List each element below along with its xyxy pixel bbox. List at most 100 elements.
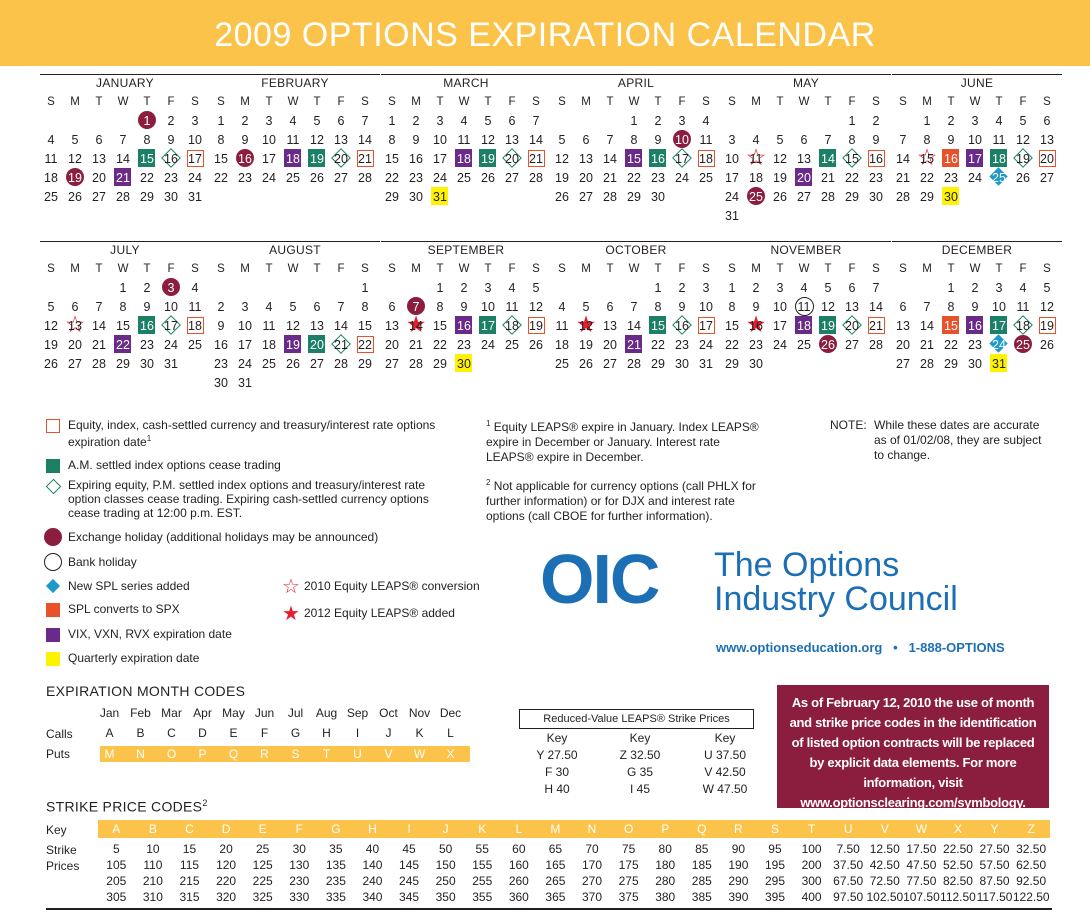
strike-price-cell: 220 (216, 874, 237, 888)
weekday-label: M (922, 262, 932, 275)
day-cell: 31 (164, 356, 178, 371)
day-cell: 1 (217, 113, 225, 128)
day-cell: 8 (388, 132, 396, 147)
strike-price-cell: 25 (255, 842, 270, 856)
page-title: 2009 OPTIONS EXPIRATION CALENDAR (214, 16, 876, 54)
day-cell: 5 (289, 299, 297, 314)
day-cell: 15 (385, 151, 399, 166)
strike-price-cell: 52.50 (942, 858, 973, 872)
day-cell: 12 (310, 132, 324, 147)
day-cell: 13 (92, 151, 106, 166)
day-cell: 29 (920, 189, 934, 204)
expiration-months-row: Jan Feb Mar Apr May Jun Jul Aug Sep Oct Nov Dec (94, 704, 466, 722)
empty-cell (817, 206, 839, 225)
oic-website[interactable]: www.optionseducation.org • 1-888-OPTIONS (716, 640, 1005, 655)
strike-price-cell: 180 (655, 858, 676, 872)
weekday-label: T (824, 262, 832, 275)
day-cell: 22 (725, 337, 739, 352)
empty-cell (1012, 187, 1034, 206)
put-code: T (322, 747, 331, 761)
legend-bank-label: Bank holiday (68, 555, 137, 569)
day-cell: 2 (678, 280, 686, 295)
day-cell: 9 (460, 299, 468, 314)
strike-price-cell: 122.50 (1012, 890, 1050, 904)
day-cell: 25 (699, 170, 713, 185)
week-row: 3 4 5 6 7 8 9 (721, 130, 891, 149)
weekday-label: S (532, 95, 540, 108)
weekday-label: F (1019, 262, 1027, 275)
symbology-notice: As of February 12, 2010 the use of month… (777, 685, 1049, 810)
strike-key: Z (1027, 822, 1035, 836)
weekday-label: S (872, 262, 880, 275)
day-cell: 19 (64, 168, 86, 187)
day-cell: 5 (484, 113, 492, 128)
day-cell: 14 (529, 132, 543, 147)
strike-key: J (442, 822, 449, 836)
day-cell: 28 (529, 170, 543, 185)
legend-bank: Bank holiday (44, 553, 137, 571)
weekday-label: F (678, 262, 686, 275)
yellow-square-icon (46, 652, 60, 666)
day-cell: 7 (923, 299, 931, 314)
strike-price-cell: 45 (402, 842, 416, 856)
month-august: AUGUST S M T W T F S 1 2 3 4 5 6 7 8 9 10 11 12 13 14 15 16 17 18… (210, 241, 380, 392)
strike-key: D (221, 822, 231, 836)
call-code: L (447, 726, 454, 740)
strike-price-cell: 77.50 (906, 874, 937, 888)
put-code: S (291, 747, 300, 761)
week-row: 5 6 7 8 9 10 11 (40, 297, 210, 316)
day-cell: 12 (68, 151, 82, 166)
strike-price-cell: 235 (325, 874, 346, 888)
day-cell: 21 (92, 337, 106, 352)
strike-price-cell: 195 (764, 858, 785, 872)
reduced-value-cell: Z 32.50 (619, 748, 661, 762)
day-cell: 1 (136, 111, 158, 130)
month-title: AUGUST (210, 241, 380, 259)
month-february: FEBRUARY S M T W T F S 1 2 3 4 5 6 7 8 9 10 11 12 13 14 15 16 17… (210, 74, 380, 187)
weekday-label: F (678, 95, 686, 108)
empty-cell (575, 278, 597, 297)
day-cell: 25 (188, 337, 202, 352)
empty-cell (769, 206, 791, 225)
weekday-label: T (265, 95, 273, 108)
strike-price-cell: 160 (508, 858, 529, 872)
month-title: FEBRUARY (210, 74, 380, 92)
day-cell: 5 (313, 113, 321, 128)
day-cell: 19 (817, 316, 839, 335)
strike-price-cell: 140 (362, 858, 383, 872)
day-cell: 27 (310, 356, 324, 371)
day-cell: 16 (453, 316, 475, 335)
weekday-label: S (558, 95, 566, 108)
week-row: 2 3 4 5 6 7 8 (210, 297, 380, 316)
day-cell: 29 (627, 189, 641, 204)
day-cell: 17 (773, 318, 787, 333)
day-cell: 11 (1016, 299, 1030, 314)
strike-price-cell: 65 (548, 842, 563, 856)
week-row: 1 2 3 (551, 278, 721, 297)
day-cell: 26 (310, 170, 324, 185)
month-september: SEPTEMBERSMTWTFS123456789101112131415161… (381, 241, 551, 373)
day-cell: 30 (409, 189, 423, 204)
reduced-value-cell: F 30 (544, 765, 569, 779)
strike-price-cell: 155 (472, 858, 493, 872)
calls-label: Calls (46, 727, 73, 741)
strike-key: Y (990, 822, 999, 836)
day-cell: 29 (385, 189, 399, 204)
day-cell: 7 (630, 299, 638, 314)
day-cell: 8 (119, 299, 127, 314)
week-row: 17 18 19 20 21 22 23 (721, 168, 891, 187)
strike-price-cell: 355 (472, 890, 493, 904)
day-cell: 23 (869, 170, 883, 185)
put-code: M (104, 747, 115, 761)
day-cell: 20 (306, 335, 328, 354)
empty-cell (525, 354, 547, 373)
footnote-mark: 1 (146, 434, 152, 443)
day-cell: 9 (971, 299, 979, 314)
day-cell: 20 (896, 337, 910, 352)
